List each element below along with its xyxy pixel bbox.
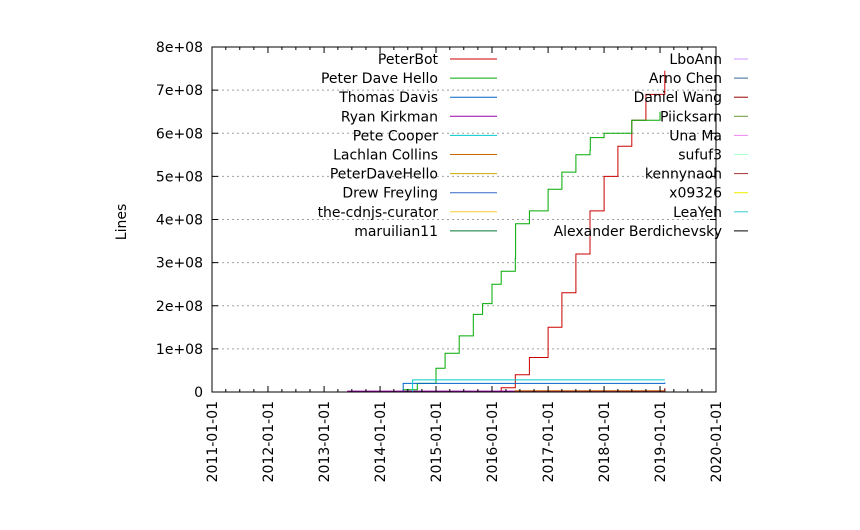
x-tick-label: 2011-01-01: [205, 401, 221, 482]
y-tick-label: 3e+08: [156, 256, 203, 272]
legend-label: Peter Dave Hello: [321, 71, 438, 87]
x-tick-label: 2016-01-01: [485, 401, 501, 482]
legend-label: maruilian11: [354, 224, 438, 240]
legend-label: x09326: [669, 186, 722, 202]
y-tick-label: 5e+08: [156, 169, 203, 185]
legend: PeterBot Peter Dave Hello Thomas Davis Ryan…: [318, 52, 748, 240]
y-tick-label: 1e+08: [156, 342, 203, 358]
legend-label: Piicksarn: [660, 109, 722, 125]
x-tick-label: 2015-01-01: [429, 401, 445, 482]
grid-lines: [212, 90, 716, 349]
x-tick-label: 2017-01-01: [541, 401, 557, 482]
x-tick-label: 2018-01-01: [597, 401, 613, 482]
x-tick-label: 2014-01-01: [373, 401, 389, 482]
legend-label: PeterBot: [378, 52, 439, 68]
legend-label: Pete Cooper: [353, 128, 439, 144]
y-tick-label: 2e+08: [156, 299, 203, 315]
y-tick-labels: 0 1e+08 2e+08 3e+08 4e+08 5e+08 6e+08 7e+08 8e+0…: [156, 40, 203, 401]
y-tick-label: 8e+08: [156, 40, 203, 56]
legend-label: Una Ma: [669, 128, 722, 144]
y-tick-label: 6e+08: [156, 126, 203, 142]
legend-label: sufuf3: [678, 148, 722, 164]
legend-label: Lachlan Collins: [333, 148, 438, 164]
x-tick-label: 2013-01-01: [317, 401, 333, 482]
y-axis-label: Lines: [114, 204, 130, 240]
x-tick-label: 2020-01-01: [709, 401, 725, 482]
x-tick-label: 2012-01-01: [261, 401, 277, 482]
legend-label: Drew Freyling: [342, 186, 438, 202]
legend-label: the-cdnjs-curator: [318, 205, 439, 221]
legend-label: Daniel Wang: [634, 90, 722, 106]
y-tick-label: 0: [194, 385, 203, 401]
legend-label: kennynaoh: [645, 167, 722, 183]
y-tick-label: 4e+08: [156, 213, 203, 229]
x-tick-label: 2019-01-01: [653, 401, 669, 482]
legend-label: Thomas Davis: [338, 90, 438, 106]
legend-label: LboAnn: [669, 52, 722, 68]
series-line-pete-cooper: [394, 380, 665, 392]
legend-label: LeaYeh: [673, 205, 722, 221]
legend-label: Ryan Kirkman: [341, 109, 438, 125]
legend-label: Alexander Berdichevsky: [554, 224, 722, 240]
x-tick-labels: 2011-01-01 2012-01-01 2013-01-01 2014-01-01…: [205, 401, 725, 482]
y-tick-label: 7e+08: [156, 83, 203, 99]
legend-label: PeterDaveHello: [330, 167, 438, 183]
legend-label: Arno Chen: [649, 71, 722, 87]
